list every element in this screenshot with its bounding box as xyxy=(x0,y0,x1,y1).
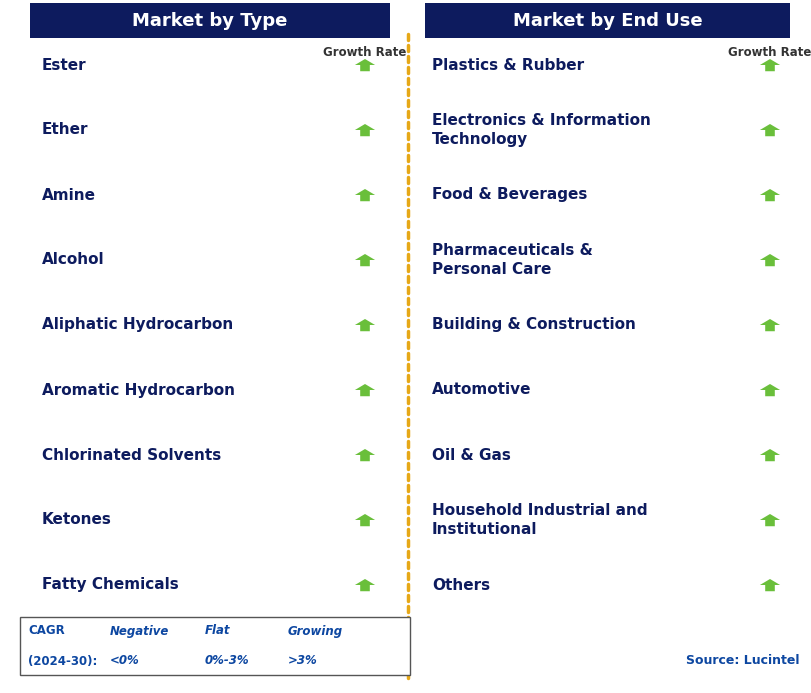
Polygon shape xyxy=(759,59,779,71)
Polygon shape xyxy=(354,124,375,137)
Text: Growing: Growing xyxy=(288,624,343,638)
Text: Fatty Chemicals: Fatty Chemicals xyxy=(42,577,178,593)
Text: Growth Rate: Growth Rate xyxy=(323,46,406,59)
Text: Source: Lucintel: Source: Lucintel xyxy=(685,654,799,667)
Polygon shape xyxy=(759,449,779,462)
Text: Alcohol: Alcohol xyxy=(42,252,105,267)
Polygon shape xyxy=(759,579,779,591)
Polygon shape xyxy=(354,514,375,526)
FancyBboxPatch shape xyxy=(20,617,410,675)
Text: Oil & Gas: Oil & Gas xyxy=(431,448,510,462)
Text: Market by End Use: Market by End Use xyxy=(512,12,702,30)
Text: Aromatic Hydrocarbon: Aromatic Hydrocarbon xyxy=(42,383,234,398)
Polygon shape xyxy=(759,319,779,331)
Text: Amine: Amine xyxy=(42,188,96,202)
FancyBboxPatch shape xyxy=(424,3,789,38)
Text: >3%: >3% xyxy=(288,654,317,667)
Text: <0%: <0% xyxy=(109,654,139,667)
Polygon shape xyxy=(254,637,265,656)
Polygon shape xyxy=(354,319,375,331)
Polygon shape xyxy=(759,384,779,396)
Text: Flat: Flat xyxy=(204,624,230,638)
Text: Ester: Ester xyxy=(42,58,87,73)
Text: Negative: Negative xyxy=(109,624,169,638)
Polygon shape xyxy=(354,189,375,201)
Polygon shape xyxy=(759,189,779,201)
Polygon shape xyxy=(354,384,375,396)
Text: Pharmaceuticals &
Personal Care: Pharmaceuticals & Personal Care xyxy=(431,243,592,277)
Text: 0%-3%: 0%-3% xyxy=(204,654,249,667)
Polygon shape xyxy=(354,449,375,462)
Text: Household Industrial and
Institutional: Household Industrial and Institutional xyxy=(431,503,647,537)
Text: (2024-30):: (2024-30): xyxy=(28,654,97,667)
Polygon shape xyxy=(169,640,187,651)
Polygon shape xyxy=(354,59,375,71)
FancyBboxPatch shape xyxy=(30,3,389,38)
Text: CAGR: CAGR xyxy=(28,624,65,638)
Text: Others: Others xyxy=(431,577,490,593)
Text: Building & Construction: Building & Construction xyxy=(431,317,635,333)
Text: Aliphatic Hydrocarbon: Aliphatic Hydrocarbon xyxy=(42,317,233,333)
Text: Electronics & Information
Technology: Electronics & Information Technology xyxy=(431,113,650,147)
Polygon shape xyxy=(759,124,779,137)
Text: Automotive: Automotive xyxy=(431,383,531,398)
Text: Ketones: Ketones xyxy=(42,513,112,527)
Polygon shape xyxy=(354,579,375,591)
Text: Plastics & Rubber: Plastics & Rubber xyxy=(431,58,583,73)
Text: Chlorinated Solvents: Chlorinated Solvents xyxy=(42,448,221,462)
Text: Growth Rate: Growth Rate xyxy=(727,46,811,59)
Polygon shape xyxy=(759,254,779,266)
Polygon shape xyxy=(759,514,779,526)
Polygon shape xyxy=(354,254,375,266)
Text: Food & Beverages: Food & Beverages xyxy=(431,188,586,202)
Polygon shape xyxy=(341,640,358,651)
Text: Market by Type: Market by Type xyxy=(132,12,287,30)
Text: Ether: Ether xyxy=(42,123,88,137)
